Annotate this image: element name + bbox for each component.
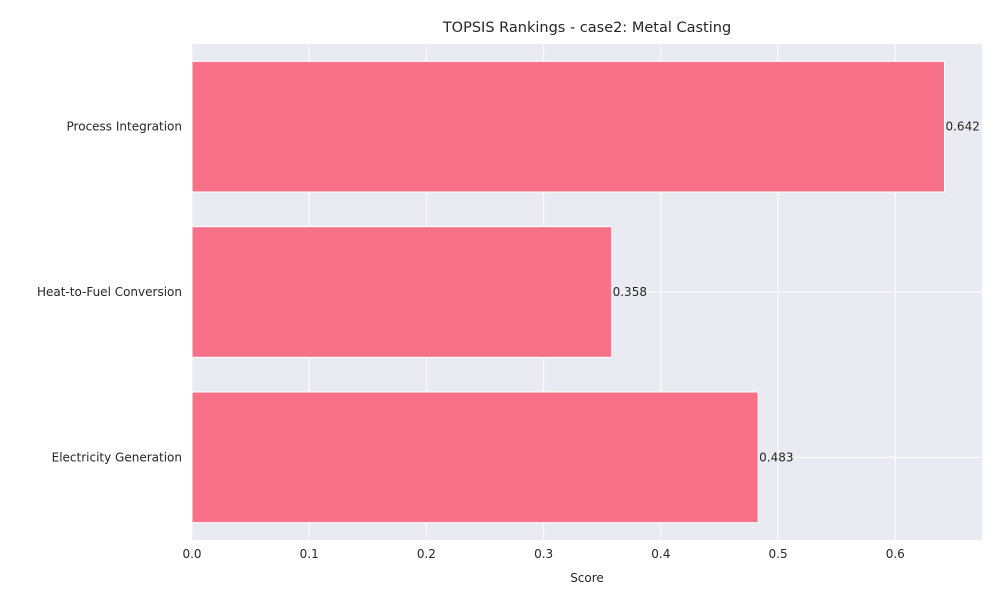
x-tick-label: 0.1: [300, 547, 319, 561]
x-tick-labels: 0.0 0.1 0.2 0.3 0.4 0.5 0.6: [182, 547, 904, 561]
y-tick-label: Heat-to-Fuel Conversion: [37, 285, 182, 299]
x-tick-label: 0.6: [886, 547, 905, 561]
y-tick-label: Electricity Generation: [52, 450, 182, 464]
bar-value-label: 0.483: [759, 450, 793, 464]
x-axis-label: Score: [570, 571, 604, 585]
x-tick-label: 0.5: [769, 547, 788, 561]
x-tick-label: 0.0: [182, 547, 201, 561]
x-tick-label: 0.4: [651, 547, 670, 561]
y-tick-label: Process Integration: [67, 120, 182, 134]
bar-heat-to-fuel-conversion: [191, 226, 613, 358]
bars: [191, 60, 945, 524]
x-tick-label: 0.3: [534, 547, 553, 561]
y-tick-labels: Process Integration Heat-to-Fuel Conversi…: [37, 120, 182, 465]
bar-value-label: 0.358: [613, 285, 647, 299]
data-labels: 0.642 0.358 0.483: [613, 120, 980, 465]
bar-process-integration: [191, 60, 945, 193]
bar-electricity-generation: [191, 391, 759, 524]
bar-value-label: 0.642: [945, 120, 979, 134]
x-tick-label: 0.2: [417, 547, 436, 561]
chart-title: TOPSIS Rankings - case2: Metal Casting: [442, 20, 731, 36]
